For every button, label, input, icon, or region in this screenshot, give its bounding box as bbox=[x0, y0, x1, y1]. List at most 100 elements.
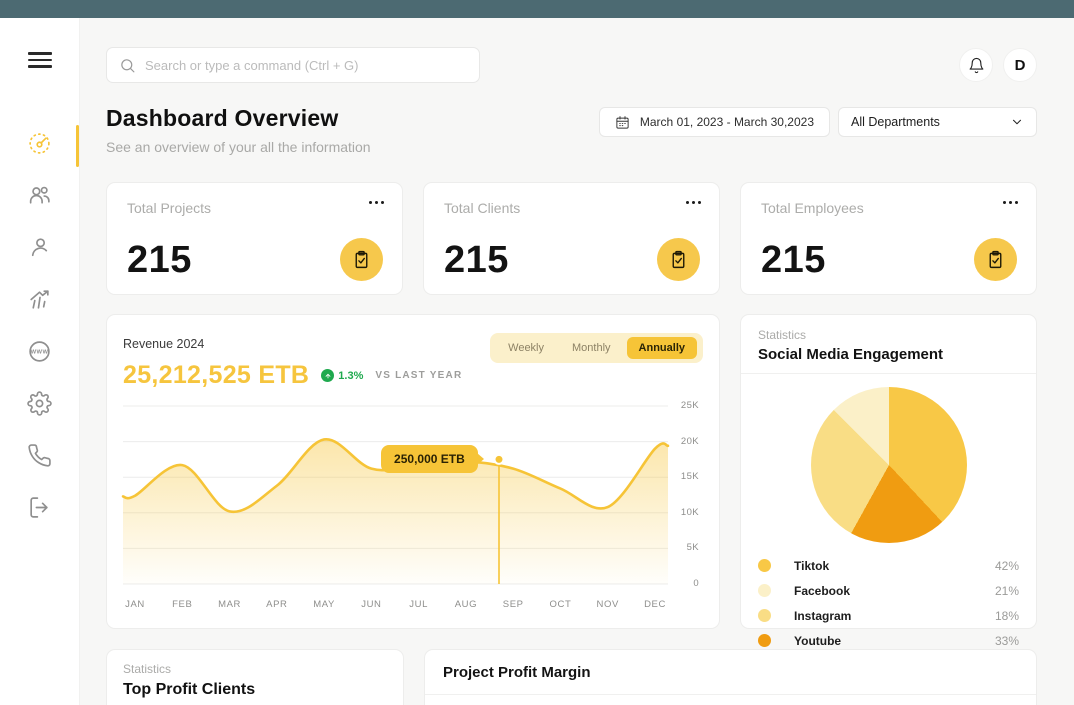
revenue-header: Revenue 2024 25,212,525 ETB 1.3% VS LAST… bbox=[123, 331, 703, 390]
pie-legend: Tiktok 42% Facebook 21% Instagram 18% Yo… bbox=[741, 553, 1036, 653]
section-label: Statistics bbox=[758, 328, 807, 342]
stat-value: 215 bbox=[127, 239, 192, 281]
bell-icon bbox=[969, 57, 983, 73]
legend-name: Facebook bbox=[794, 583, 851, 598]
sidebar: WWW bbox=[0, 18, 80, 705]
legend-row: Youtube 33% bbox=[758, 628, 1019, 653]
x-axis-label: JAN bbox=[125, 599, 145, 610]
legend-pct: 33% bbox=[994, 633, 1019, 648]
logout-icon bbox=[27, 495, 52, 525]
growth-chart-icon bbox=[27, 287, 52, 317]
y-axis-tick: 0 bbox=[693, 578, 699, 589]
page-subtitle: See an overview of your all the informat… bbox=[106, 139, 371, 155]
svg-text:WWW: WWW bbox=[31, 350, 49, 356]
arrow-up-icon bbox=[321, 369, 335, 382]
x-axis-label: OCT bbox=[549, 599, 572, 610]
legend-row: Instagram 18% bbox=[758, 603, 1019, 628]
legend-pct: 42% bbox=[994, 558, 1019, 573]
x-axis-label: DEC bbox=[644, 599, 666, 610]
x-axis-label: JUL bbox=[409, 599, 428, 610]
stats-row: Total Projects 215 Total Clients 215 Tot… bbox=[106, 182, 1037, 295]
section-label: Statistics bbox=[123, 662, 172, 676]
search-input[interactable] bbox=[145, 57, 467, 73]
sidebar-item-dashboard[interactable] bbox=[0, 120, 79, 172]
top-profit-clients-title: Top Profit Clients bbox=[123, 681, 256, 698]
stat-label: Total Clients bbox=[444, 200, 521, 216]
revenue-card: Revenue 2024 25,212,525 ETB 1.3% VS LAST… bbox=[106, 314, 720, 629]
stat-card-total-employees: Total Employees 215 bbox=[740, 182, 1037, 295]
revenue-info: Revenue 2024 25,212,525 ETB 1.3% VS LAST… bbox=[123, 331, 462, 390]
sidebar-item-user[interactable] bbox=[0, 224, 79, 276]
avatar[interactable]: D bbox=[1003, 48, 1037, 82]
x-axis-label: NOV bbox=[596, 599, 619, 610]
sidebar-item-logout[interactable] bbox=[0, 484, 79, 536]
sidebar-nav: WWW bbox=[0, 120, 79, 536]
date-range-picker[interactable]: March 01, 2023 - March 30,2023 bbox=[598, 107, 830, 137]
phone-icon bbox=[27, 443, 52, 473]
y-axis-labels: 25K 20K 15K 10K 5K 0 bbox=[659, 400, 703, 589]
stat-card-total-clients: Total Clients 215 bbox=[423, 182, 720, 295]
stat-value: 215 bbox=[761, 239, 826, 281]
y-axis-tick: 15K bbox=[680, 471, 699, 483]
card-menu-button[interactable] bbox=[685, 197, 701, 208]
x-axis-label: JUN bbox=[361, 599, 382, 610]
revenue-compare-label: VS LAST YEAR bbox=[375, 370, 463, 381]
title-row: Dashboard Overview See an overview of yo… bbox=[106, 105, 1037, 155]
legend-pct: 18% bbox=[994, 608, 1019, 623]
sidebar-item-team[interactable] bbox=[0, 172, 79, 224]
calendar-icon bbox=[616, 115, 629, 129]
chart-tooltip: 250,000 ETB bbox=[381, 445, 478, 474]
y-axis-tick: 5K bbox=[686, 542, 699, 554]
page-title: Dashboard Overview bbox=[106, 105, 339, 131]
stat-label: Total Projects bbox=[127, 200, 212, 216]
sidebar-item-reports[interactable] bbox=[0, 276, 79, 328]
clipboard-check-icon bbox=[657, 238, 700, 281]
menu-toggle-button[interactable] bbox=[27, 48, 52, 72]
social-media-card: Statistics Social Media Engagement Tikto… bbox=[740, 314, 1037, 648]
revenue-amount: 25,212,525 ETB bbox=[123, 361, 310, 389]
stat-card-total-projects: Total Projects 215 bbox=[106, 182, 403, 295]
x-axis-label: APR bbox=[266, 599, 288, 610]
sidebar-item-calls[interactable] bbox=[0, 432, 79, 484]
revenue-title: Revenue 2024 bbox=[123, 337, 205, 351]
x-axis-label: MAY bbox=[313, 599, 335, 610]
x-axis-label: FEB bbox=[172, 599, 193, 610]
sidebar-item-website[interactable]: WWW bbox=[0, 328, 79, 380]
date-range-value: March 01, 2023 - March 30,2023 bbox=[639, 115, 814, 129]
legend-name: Instagram bbox=[794, 608, 852, 623]
tab-monthly[interactable]: Monthly bbox=[572, 342, 611, 354]
clipboard-check-icon bbox=[974, 238, 1017, 281]
y-axis-tick: 20K bbox=[680, 435, 699, 447]
clipboard-check-icon bbox=[340, 238, 383, 281]
card-menu-button[interactable] bbox=[368, 197, 384, 208]
x-axis-labels: JAN FEB MAR APR MAY JUN JUL AUG SEP OCT NOV DEC bbox=[123, 599, 668, 613]
legend-dot bbox=[758, 609, 771, 622]
x-axis-label: AUG bbox=[454, 599, 478, 610]
top-profit-clients-card: Statistics Top Profit Clients bbox=[106, 649, 404, 705]
legend-dot bbox=[758, 584, 771, 597]
users-group-icon bbox=[27, 183, 52, 213]
search-icon bbox=[121, 58, 135, 72]
revenue-change-badge: 1.3% bbox=[321, 369, 363, 382]
main-content: D Dashboard Overview See an overview of … bbox=[80, 18, 1074, 705]
top-bar bbox=[0, 0, 1074, 18]
tab-annually[interactable]: Annually bbox=[626, 337, 697, 359]
line-chart-svg bbox=[121, 405, 670, 585]
pie-chart bbox=[810, 387, 967, 543]
bottom-row: Statistics Top Profit Clients Project Pr… bbox=[106, 649, 1037, 705]
x-axis-label: MAR bbox=[218, 599, 241, 610]
legend-dot bbox=[758, 559, 771, 572]
revenue-chart: 250,000 ETB JAN FEB MAR APR MAY JUN JUL AUG SEP O… bbox=[121, 400, 703, 610]
stat-label: Total Employees bbox=[761, 200, 864, 216]
period-tabs: Weekly Monthly Annually bbox=[490, 333, 703, 363]
social-media-header: Statistics Social Media Engagement bbox=[741, 315, 1036, 374]
notifications-button[interactable] bbox=[959, 48, 993, 82]
department-value: All Departments bbox=[851, 115, 940, 129]
department-select[interactable]: All Departments bbox=[838, 107, 1037, 137]
legend-row: Facebook 21% bbox=[758, 578, 1019, 603]
card-menu-button[interactable] bbox=[1002, 197, 1018, 208]
search-box bbox=[106, 47, 480, 83]
legend-name: Tiktok bbox=[794, 558, 830, 573]
tab-weekly[interactable]: Weekly bbox=[508, 342, 545, 354]
sidebar-item-settings[interactable] bbox=[0, 380, 79, 432]
